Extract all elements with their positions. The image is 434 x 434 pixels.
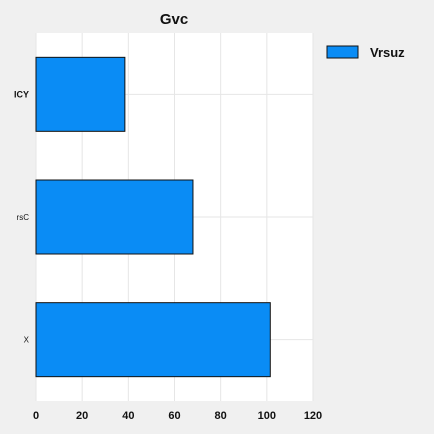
bars-group [35, 56, 271, 378]
chart-title: Gvc [160, 11, 188, 28]
legend: Vrsuz [326, 45, 405, 60]
y-axis-ticks: ICY rsC X [14, 89, 30, 344]
x-tick-label: 120 [304, 410, 322, 422]
x-tick-label: 0 [33, 410, 39, 422]
legend-swatch [326, 45, 359, 59]
x-tick-label: 20 [76, 410, 88, 422]
legend-label: Vrsuz [370, 45, 405, 60]
bar-icy [35, 56, 126, 132]
bar-rsc [35, 179, 194, 255]
bar-x [35, 302, 271, 378]
y-tick-label: rsC [17, 213, 30, 222]
y-tick-label: ICY [14, 89, 29, 99]
x-tick-label: 60 [168, 410, 180, 422]
y-tick-label: X [24, 336, 30, 345]
x-tick-label: 40 [122, 410, 134, 422]
x-tick-label: 100 [258, 410, 276, 422]
x-axis-ticks: 0 20 40 60 80 100 120 [33, 410, 322, 422]
x-tick-label: 80 [215, 410, 227, 422]
